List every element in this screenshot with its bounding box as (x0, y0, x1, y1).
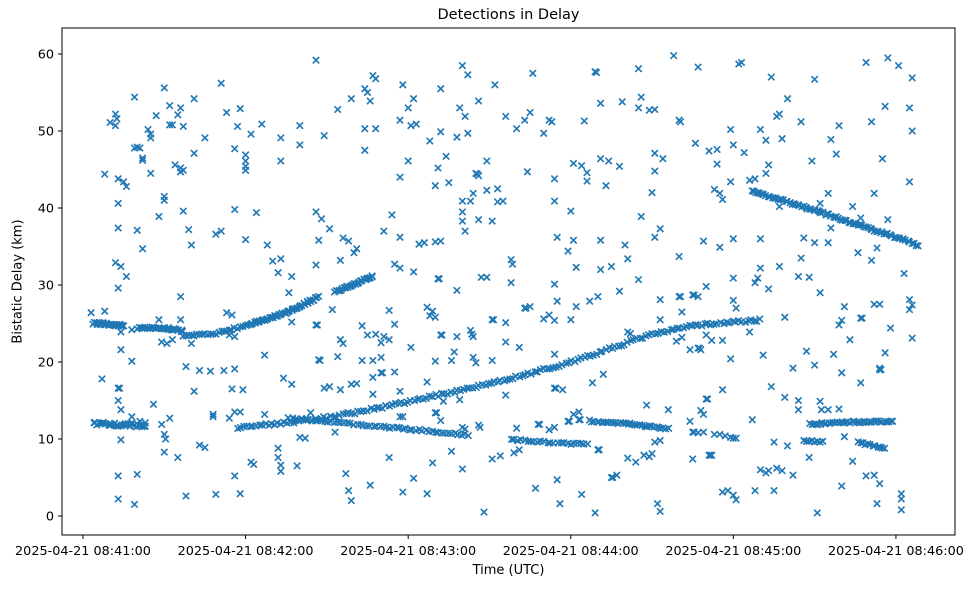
scatter-points (87, 51, 922, 517)
y-axis-label: Bistatic Delay (km) (10, 219, 26, 344)
chart-title: Detections in Delay (437, 7, 580, 23)
y-tick-label: 0 (46, 509, 54, 524)
x-tick-label: 2025-04-21 08:45:00 (665, 544, 801, 559)
y-tick-label: 10 (38, 432, 54, 447)
x-tick-label: 2025-04-21 08:44:00 (503, 544, 639, 559)
y-tick-label: 30 (38, 279, 54, 294)
x-tick-label: 2025-04-21 08:46:00 (828, 544, 964, 559)
y-tick-label: 60 (38, 48, 54, 63)
y-tick-label: 40 (38, 202, 54, 217)
x-axis-label: Time (UTC) (472, 563, 545, 578)
y-tick-label: 50 (38, 125, 54, 140)
x-tick-label: 2025-04-21 08:41:00 (15, 544, 151, 559)
y-tick-label: 20 (38, 355, 54, 370)
x-tick-label: 2025-04-21 08:43:00 (340, 544, 476, 559)
axes-frame (61, 27, 956, 536)
x-tick-label: 2025-04-21 08:42:00 (178, 544, 314, 559)
